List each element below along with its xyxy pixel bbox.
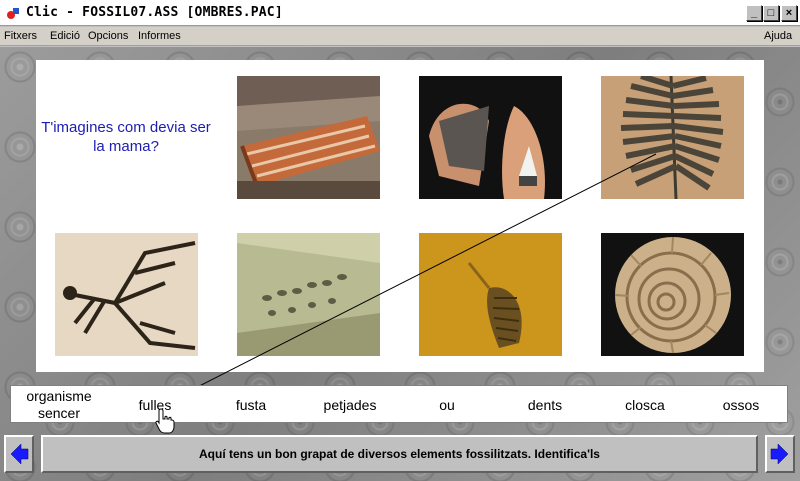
menu-opcions[interactable]: Opcions <box>88 30 129 42</box>
window-title: Clic - FOSSIL07.ASS [OMBRES.PAC] <box>26 5 283 20</box>
menu-fitxers[interactable]: Fitxers <box>4 30 37 42</box>
clic-app-icon <box>7 8 19 19</box>
word-option[interactable]: organisme sencer <box>26 388 92 421</box>
status-message: Aquí tens un bon grapat de diversos elem… <box>41 435 758 473</box>
hand-pointer-icon <box>155 408 175 434</box>
shell-fragment-fossil-image[interactable] <box>419 233 562 356</box>
menu-edicio[interactable]: Edició <box>50 30 80 42</box>
word-option[interactable]: fusta <box>235 396 267 413</box>
footprints-fossil-image[interactable] <box>237 233 380 356</box>
word-option[interactable]: ossos <box>722 396 760 413</box>
word-option[interactable]: ou <box>439 396 455 413</box>
word-option[interactable]: closca <box>625 396 665 413</box>
menu-bar: Fitxers Edició Opcions Informes Ajuda <box>0 27 800 46</box>
word-strip: organisme sencer fulles fusta petjades o… <box>10 385 788 423</box>
menu-informes[interactable]: Informes <box>138 30 181 42</box>
arrow-right-icon <box>770 443 789 465</box>
word-option[interactable]: petjades <box>323 396 377 413</box>
arrow-left-icon <box>10 443 29 465</box>
previous-button[interactable] <box>4 435 34 473</box>
close-button[interactable]: × <box>781 5 797 21</box>
next-button[interactable] <box>765 435 795 473</box>
fern-leaf-fossil-image[interactable] <box>601 76 744 199</box>
minimize-button[interactable]: _ <box>746 5 762 21</box>
fossil-skeleton-image[interactable] <box>55 233 198 356</box>
question-text: T'imagines com devia ser la mama? <box>41 119 211 155</box>
word-option[interactable]: fulles <box>138 396 172 413</box>
window-titlebar: Clic - FOSSIL07.ASS [OMBRES.PAC] _ □ × <box>0 0 800 26</box>
word-option[interactable]: dents <box>527 396 563 413</box>
shark-tooth-image[interactable] <box>419 76 562 199</box>
maximize-button[interactable]: □ <box>763 5 779 21</box>
petrified-wood-image[interactable] <box>237 76 380 199</box>
menu-ajuda[interactable]: Ajuda <box>764 30 793 42</box>
ammonite-shell-image[interactable] <box>601 233 744 356</box>
